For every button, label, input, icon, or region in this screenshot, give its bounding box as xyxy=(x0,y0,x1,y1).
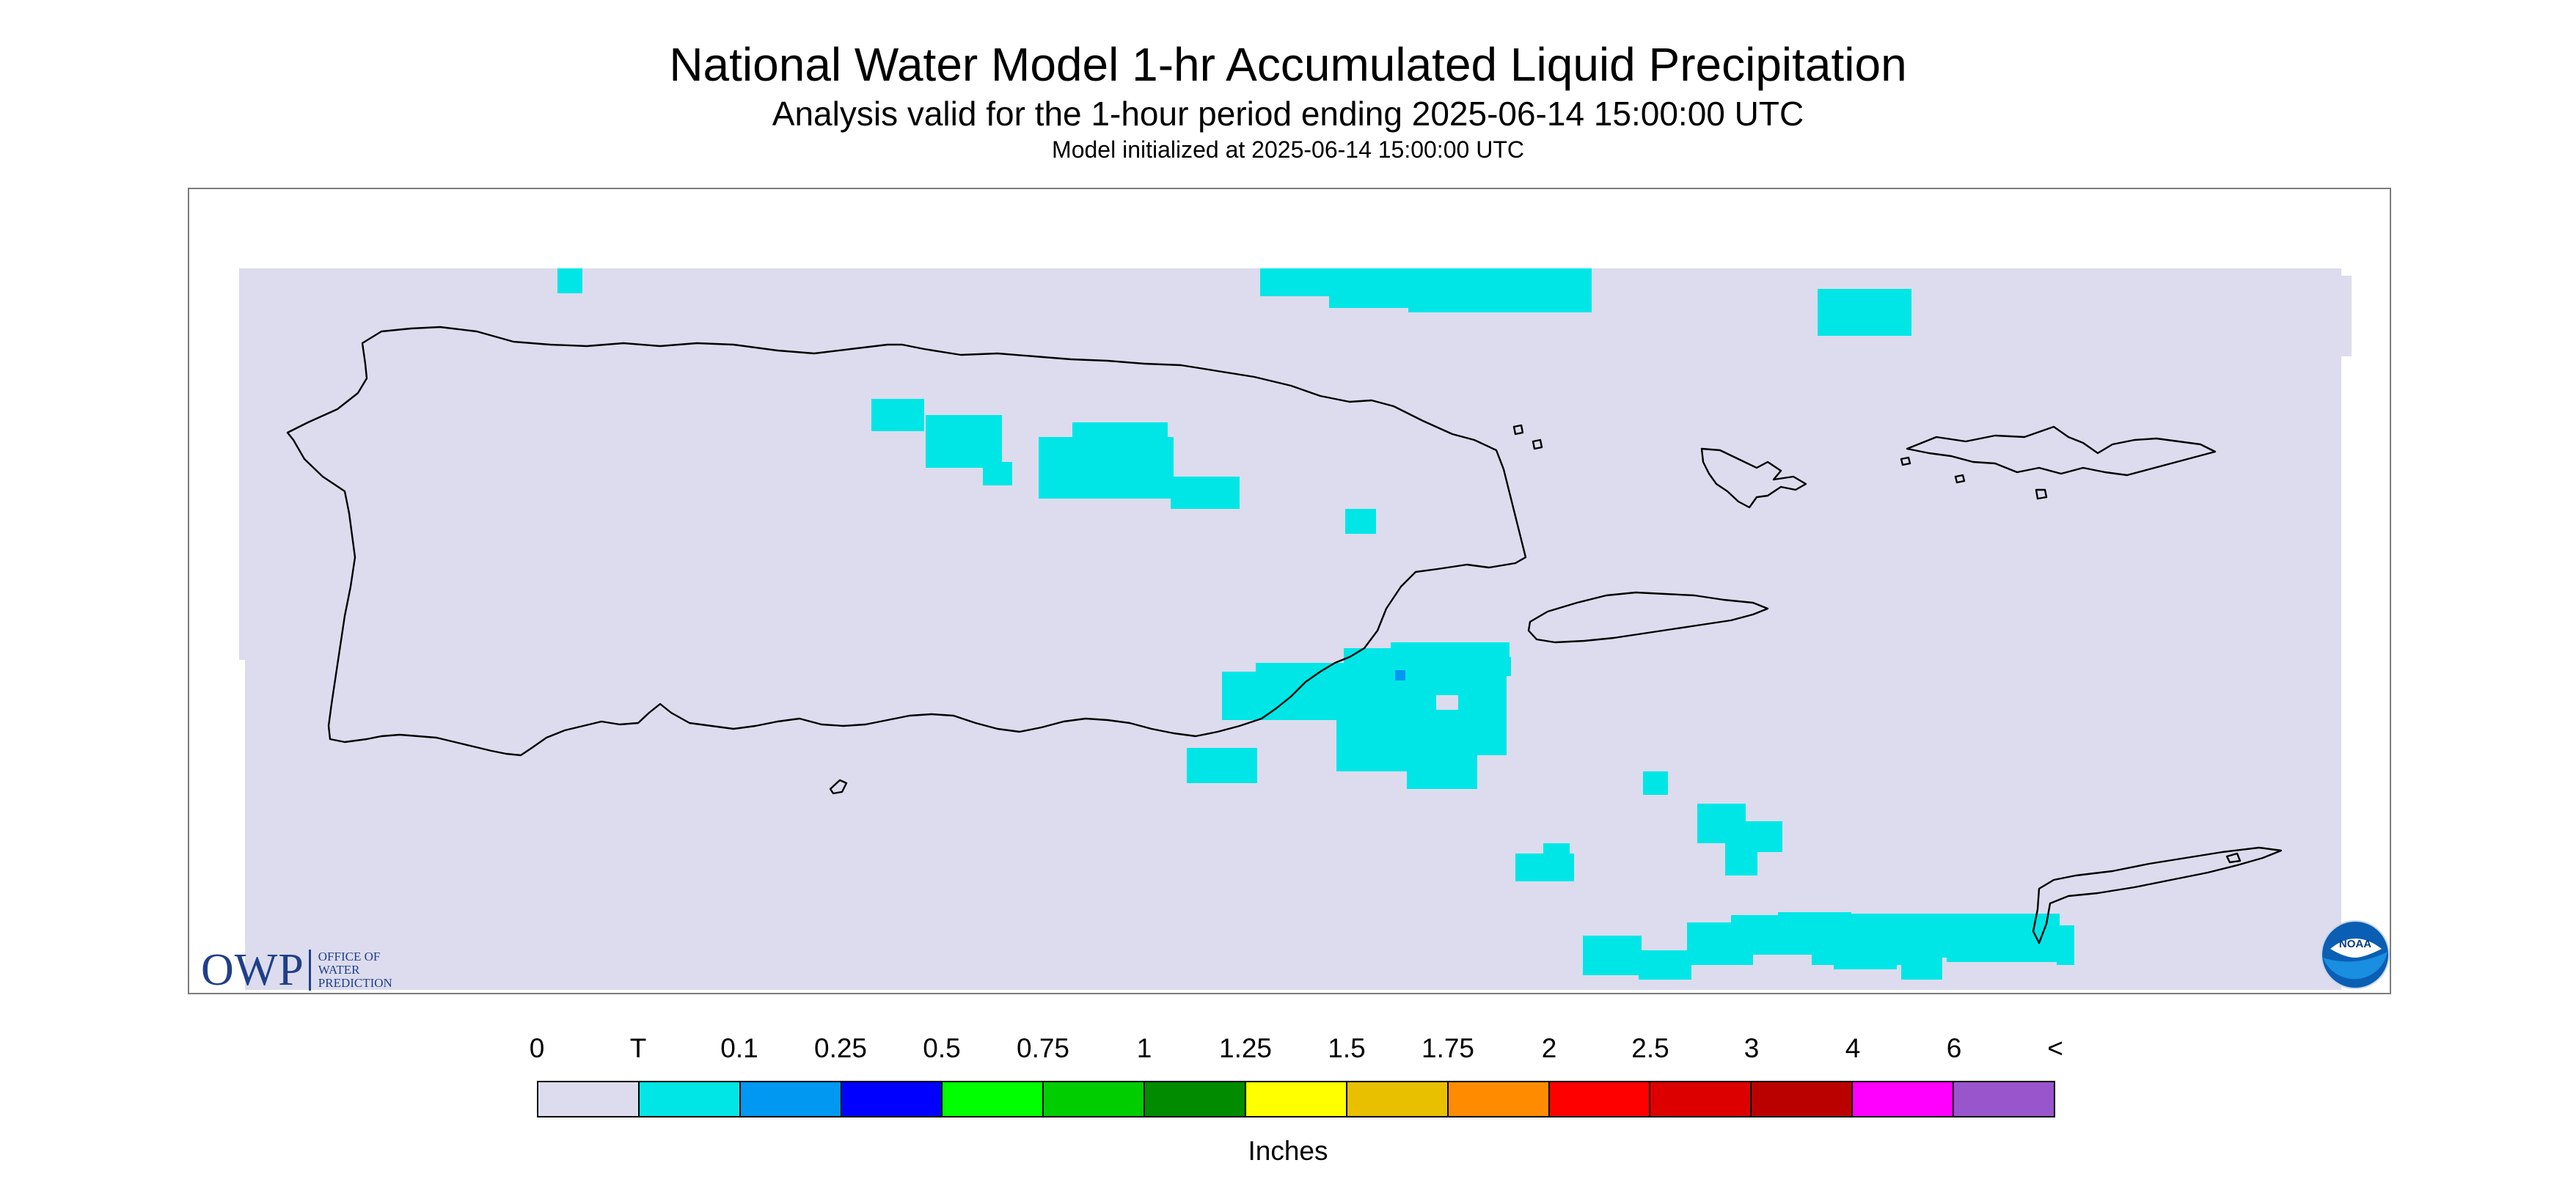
legend-swatch xyxy=(1347,1082,1449,1116)
legend-label: 0.1 xyxy=(720,1033,758,1063)
legend-label: 6 xyxy=(1946,1033,1962,1063)
coastline-layer xyxy=(286,326,2283,944)
legend-swatch xyxy=(1954,1082,2054,1116)
precip-cell-trace xyxy=(1072,422,1168,438)
map-frame: OWP OFFICE OF WATER PREDICTION NOAA xyxy=(188,188,2391,996)
legend-label: 0 xyxy=(529,1033,545,1063)
legend-swatch xyxy=(1044,1082,1146,1116)
legend-swatch xyxy=(1752,1082,1854,1116)
precip-cell-trace xyxy=(926,415,1002,468)
precip-cell-trace xyxy=(1407,755,1477,789)
precip-cell-trace xyxy=(1436,657,1511,676)
precip-cell-trace xyxy=(1188,480,1238,507)
map-background xyxy=(239,268,2341,990)
precip-cell-trace xyxy=(1818,289,1911,336)
legend-swatch xyxy=(943,1082,1044,1116)
st-croix-coastline xyxy=(2032,846,2283,944)
legend-label: 1.25 xyxy=(1218,1033,1273,1063)
map-subtitle: Analysis valid for the 1-hour period end… xyxy=(772,95,1804,133)
owp-logo-wordmark: OWP xyxy=(201,945,304,995)
model-init-line: Model initialized at 2025-06-14 15:00:00… xyxy=(1052,136,1524,163)
legend-label: 3 xyxy=(1743,1033,1760,1063)
map-nodata-edge xyxy=(239,660,245,990)
precip-cell-trace xyxy=(1458,675,1507,755)
precipitation-map xyxy=(239,268,2352,990)
map-background-layer xyxy=(239,268,2352,990)
precip-cell-trace xyxy=(1583,936,1642,975)
islet-coastline xyxy=(1954,474,1966,484)
legend-label: 2.5 xyxy=(1631,1033,1669,1063)
precip-cell-trace xyxy=(1187,748,1257,783)
st-thomas-st-john-coastline xyxy=(1906,425,2217,477)
map-title: National Water Model 1-hr Accumulated Li… xyxy=(669,38,1907,91)
legend-label: 0.5 xyxy=(923,1033,961,1063)
legend-units-label: Inches xyxy=(1248,1136,1328,1166)
owp-logo-line: WATER xyxy=(318,963,360,977)
legend-label: 1 xyxy=(1136,1033,1152,1063)
precip-cell-trace xyxy=(1643,771,1668,795)
precip-cell-trace xyxy=(1725,843,1757,876)
legend-swatch xyxy=(1650,1082,1752,1116)
legend-swatch xyxy=(1549,1082,1651,1116)
precip-cell-trace xyxy=(1408,268,1592,312)
precip-cell-trace xyxy=(1639,950,1691,980)
precip-cell-light xyxy=(1395,670,1405,680)
legend-label: 0.75 xyxy=(1016,1033,1070,1063)
owp-logo-line: PREDICTION xyxy=(318,976,392,990)
islet-coastline xyxy=(1532,438,1543,450)
legend-swatch xyxy=(1853,1082,1955,1116)
legend-label: 0.25 xyxy=(813,1033,868,1063)
vieques-coastline xyxy=(1527,591,1769,644)
owp-logo-divider xyxy=(308,950,311,991)
precip-cell-trace xyxy=(983,462,1012,485)
map-background xyxy=(2341,276,2352,356)
precip-cell-trace xyxy=(2057,946,2074,965)
precip-cell-trace xyxy=(1345,509,1376,534)
precip-cell-trace xyxy=(1329,293,1410,308)
precip-cell-trace xyxy=(557,268,582,293)
legend-swatch xyxy=(1145,1082,1247,1116)
legend-swatch xyxy=(639,1082,741,1116)
islet-coastline xyxy=(2225,852,2242,864)
legend-swatch xyxy=(841,1082,943,1116)
noaa-logo: NOAA xyxy=(2321,920,2390,989)
legend-label: 1.75 xyxy=(1421,1033,1475,1063)
legend-swatch xyxy=(1246,1082,1347,1116)
islet-coastline xyxy=(1900,456,1911,466)
puerto-rico-coastline xyxy=(286,326,1527,757)
legend-label: < xyxy=(2047,1033,2063,1063)
noaa-logo-text: NOAA xyxy=(2339,938,2371,950)
owp-logo-text: OFFICE OF WATER PREDICTION xyxy=(318,950,392,990)
islet-coastline xyxy=(1512,424,1524,436)
precip-cell-trace xyxy=(871,399,924,431)
islet-coastline xyxy=(2035,488,2048,500)
precip-cell-trace xyxy=(1543,843,1570,865)
legend-label: 4 xyxy=(1845,1033,1861,1063)
islet-coastline xyxy=(829,779,848,795)
legend-swatch xyxy=(1448,1082,1550,1116)
legend-label: 1.5 xyxy=(1328,1033,1366,1063)
color-legend-bar xyxy=(537,1081,2055,1117)
legend-label: T xyxy=(629,1033,647,1063)
culebra-coastline xyxy=(1700,447,1807,509)
precip-cell-trace xyxy=(1039,437,1174,499)
legend-swatch xyxy=(538,1082,640,1116)
legend-label: 2 xyxy=(1541,1033,1557,1063)
owp-logo: OWP OFFICE OF WATER PREDICTION xyxy=(201,944,392,996)
legend-swatch xyxy=(740,1082,842,1116)
owp-logo-line: OFFICE OF xyxy=(318,950,381,963)
precipitation-layer xyxy=(557,268,2074,980)
